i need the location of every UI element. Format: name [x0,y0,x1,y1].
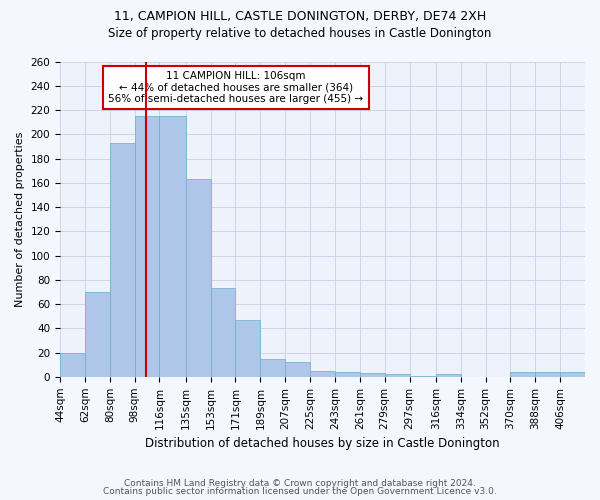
Bar [511,372,535,377]
Bar [85,292,110,377]
Text: Contains public sector information licensed under the Open Government Licence v3: Contains public sector information licen… [103,487,497,496]
Bar [160,116,186,377]
Bar [260,358,285,377]
X-axis label: Distribution of detached houses by size in Castle Donington: Distribution of detached houses by size … [145,437,500,450]
Bar [410,376,436,377]
Text: Size of property relative to detached houses in Castle Donington: Size of property relative to detached ho… [109,28,491,40]
Bar [186,179,211,377]
Bar [535,372,560,377]
Text: Contains HM Land Registry data © Crown copyright and database right 2024.: Contains HM Land Registry data © Crown c… [124,478,476,488]
Bar [310,371,335,377]
Bar [560,372,585,377]
Bar [285,362,310,377]
Bar [436,374,461,377]
Text: 11, CAMPION HILL, CASTLE DONINGTON, DERBY, DE74 2XH: 11, CAMPION HILL, CASTLE DONINGTON, DERB… [114,10,486,23]
Bar [110,143,134,377]
Y-axis label: Number of detached properties: Number of detached properties [15,132,25,307]
Bar [235,320,260,377]
Bar [385,374,410,377]
Bar [335,372,360,377]
Text: 11 CAMPION HILL: 106sqm
← 44% of detached houses are smaller (364)
56% of semi-d: 11 CAMPION HILL: 106sqm ← 44% of detache… [109,71,364,104]
Bar [211,288,235,377]
Bar [134,116,160,377]
Bar [60,352,85,377]
Bar [360,373,385,377]
